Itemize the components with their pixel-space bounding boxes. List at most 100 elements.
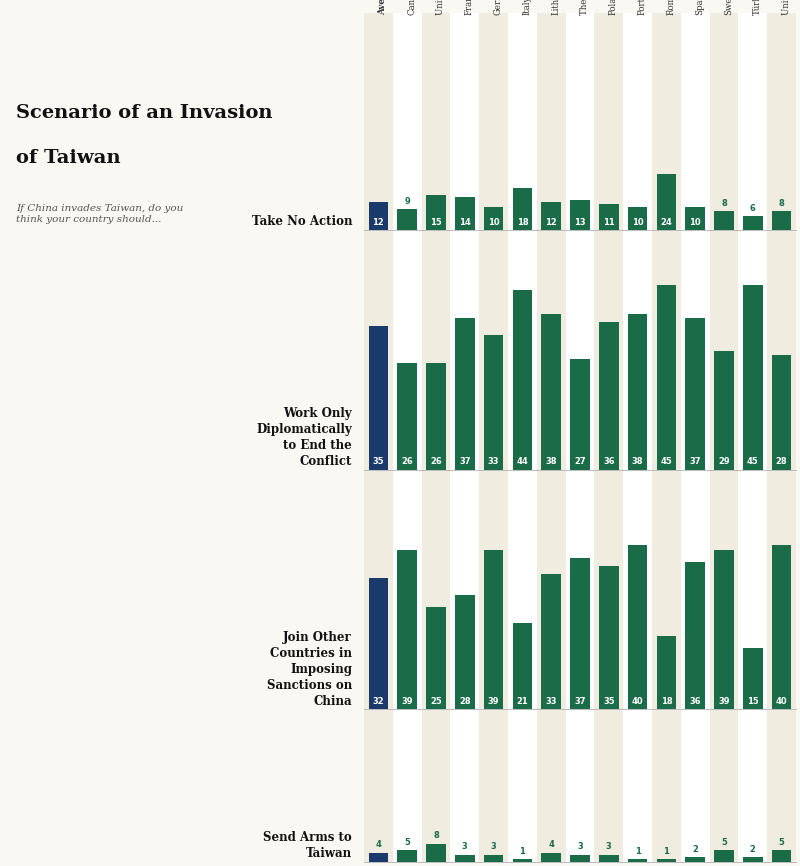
Text: Türkiye: Türkiye [753, 0, 762, 15]
Text: United Kingdom: United Kingdom [782, 0, 790, 15]
Bar [599, 322, 618, 469]
Bar [681, 13, 710, 862]
Text: 5: 5 [778, 838, 785, 847]
Bar [686, 318, 705, 469]
Text: 10: 10 [488, 217, 499, 227]
Bar [455, 197, 474, 230]
Bar [714, 211, 734, 230]
Text: 33: 33 [488, 457, 499, 466]
Text: 39: 39 [488, 697, 499, 706]
Text: 29: 29 [718, 457, 730, 466]
Text: 8: 8 [778, 199, 785, 208]
Text: 32: 32 [373, 697, 384, 706]
Bar [455, 318, 474, 469]
Bar [628, 207, 647, 230]
Text: 3: 3 [577, 843, 583, 851]
Bar [369, 853, 388, 862]
Bar [369, 202, 388, 230]
Text: 35: 35 [373, 457, 384, 466]
Bar [455, 855, 474, 862]
Text: Romania: Romania [666, 0, 675, 15]
Bar [566, 13, 594, 862]
Text: 4: 4 [375, 840, 382, 850]
Bar [743, 857, 762, 862]
Text: 1: 1 [519, 847, 526, 856]
Bar [772, 355, 791, 469]
Bar [570, 199, 590, 230]
Text: The Netherlands: The Netherlands [580, 0, 589, 15]
Text: Canada: Canada [407, 0, 416, 15]
Bar [513, 859, 532, 862]
Bar [686, 207, 705, 230]
Text: 1: 1 [663, 847, 670, 856]
Text: 27: 27 [574, 457, 586, 466]
Bar [369, 326, 388, 469]
Bar [738, 13, 767, 862]
Text: 3: 3 [606, 843, 612, 851]
Bar [743, 216, 762, 230]
Text: 38: 38 [546, 457, 557, 466]
Bar [743, 648, 762, 709]
Bar [537, 13, 566, 862]
Text: 12: 12 [546, 217, 557, 227]
Text: 6: 6 [750, 204, 756, 212]
Text: 8: 8 [433, 831, 439, 840]
Text: Work Only
Diplomatically
to End the
Conflict: Work Only Diplomatically to End the Conf… [256, 407, 352, 468]
Bar [513, 289, 532, 469]
Text: Germany: Germany [494, 0, 502, 15]
Text: If China invades Taiwan, do you
think your country should...: If China invades Taiwan, do you think yo… [16, 204, 183, 224]
Bar [599, 566, 618, 709]
Bar [426, 195, 446, 230]
Bar [542, 574, 561, 709]
Bar [657, 859, 676, 862]
Text: 13: 13 [574, 217, 586, 227]
Bar [686, 857, 705, 862]
Text: 2: 2 [692, 844, 698, 854]
Text: Join Other
Countries in
Imposing
Sanctions on
China: Join Other Countries in Imposing Sanctio… [266, 630, 352, 708]
Bar [772, 546, 791, 709]
Bar [570, 359, 590, 469]
Bar [657, 174, 676, 230]
Text: 11: 11 [603, 217, 614, 227]
Bar [743, 286, 762, 469]
Text: 25: 25 [430, 697, 442, 706]
Bar [422, 13, 450, 862]
Bar [628, 546, 647, 709]
Bar [686, 562, 705, 709]
Bar [652, 13, 681, 862]
Bar [657, 636, 676, 709]
Text: 36: 36 [603, 457, 614, 466]
Bar [599, 855, 618, 862]
Bar [772, 850, 791, 862]
Text: 3: 3 [462, 843, 468, 851]
Bar [426, 607, 446, 709]
Text: 9: 9 [404, 197, 410, 205]
Bar [710, 13, 738, 862]
Text: Spain: Spain [695, 0, 704, 15]
Text: Poland: Poland [609, 0, 618, 15]
Bar [426, 843, 446, 862]
Text: 35: 35 [603, 697, 614, 706]
Bar [542, 314, 561, 469]
Text: 26: 26 [430, 457, 442, 466]
Bar [542, 853, 561, 862]
Bar [369, 578, 388, 709]
Text: 36: 36 [690, 697, 701, 706]
Text: Sweden: Sweden [724, 0, 733, 15]
Text: United States: United States [436, 0, 445, 15]
Text: 28: 28 [776, 457, 787, 466]
Bar [767, 13, 796, 862]
Text: 18: 18 [661, 697, 672, 706]
Bar [398, 550, 417, 709]
Bar [479, 13, 508, 862]
Bar [714, 850, 734, 862]
Bar [714, 550, 734, 709]
Text: 24: 24 [661, 217, 672, 227]
Text: Portugal: Portugal [638, 0, 646, 15]
Text: 15: 15 [747, 697, 758, 706]
Text: 45: 45 [747, 457, 758, 466]
Text: 10: 10 [690, 217, 701, 227]
Text: 37: 37 [459, 457, 470, 466]
Text: Average: Average [378, 0, 387, 15]
Text: 33: 33 [546, 697, 557, 706]
